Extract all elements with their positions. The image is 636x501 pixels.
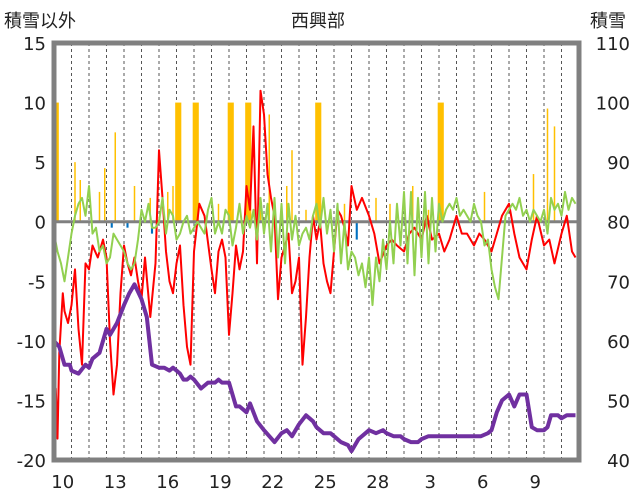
purple-line xyxy=(52,282,576,454)
orange-bar xyxy=(286,185,288,222)
x-tick-label: 25 xyxy=(314,472,337,493)
left-tick-label: -5 xyxy=(28,272,46,293)
left-tick-label: 0 xyxy=(35,213,46,234)
x-tick-label: 10 xyxy=(51,472,74,493)
left-axis-label: 積雪以外 xyxy=(4,11,76,32)
plot-frame xyxy=(51,40,582,463)
orange-bar xyxy=(291,150,293,222)
orange-bar xyxy=(167,191,169,222)
right-tick-label: 100 xyxy=(596,94,630,115)
right-tick-label: 40 xyxy=(607,451,630,472)
right-axis: 40 50 60 70 80 90 100 110 xyxy=(596,34,630,472)
right-tick-label: 110 xyxy=(596,34,630,55)
x-tick-label: 28 xyxy=(366,472,389,493)
x-tick-label: 6 xyxy=(477,472,488,493)
x-tick-label: 3 xyxy=(425,472,436,493)
left-tick-label: -10 xyxy=(17,332,46,353)
chart-marks xyxy=(52,89,579,454)
x-tick-label: 16 xyxy=(156,472,179,493)
orange-bar xyxy=(343,203,346,222)
orange-bar xyxy=(389,203,391,222)
orange-bar xyxy=(217,203,220,222)
orange-bar xyxy=(437,102,444,222)
orange-bar xyxy=(175,102,182,222)
green-line xyxy=(53,185,577,307)
blue-bar xyxy=(126,221,129,228)
orange-bar xyxy=(315,102,322,222)
right-tick-label: 60 xyxy=(607,332,630,353)
orange-bar xyxy=(427,209,430,222)
left-tick-label: -15 xyxy=(17,391,46,412)
left-tick-label: 5 xyxy=(35,153,46,174)
orange-bar xyxy=(305,209,307,222)
x-axis: 10 13 16 19 22 25 28 3 6 9 xyxy=(51,472,541,493)
red-line xyxy=(53,89,577,440)
left-tick-label: -20 xyxy=(17,451,46,472)
left-tick-label: 10 xyxy=(23,94,46,115)
right-tick-label: 80 xyxy=(607,213,630,234)
orange-bar xyxy=(114,132,116,222)
orange-bar xyxy=(172,185,174,222)
orange-bar xyxy=(192,102,199,222)
left-tick-label: 15 xyxy=(23,34,46,55)
orange-bar xyxy=(412,185,414,222)
orange-bar xyxy=(546,108,549,222)
orange-bar xyxy=(104,168,106,222)
orange-bar xyxy=(268,114,270,222)
chart-title: 西興部 xyxy=(291,11,345,32)
right-tick-label: 70 xyxy=(607,272,630,293)
orange-bar xyxy=(74,162,76,222)
orange-bar xyxy=(532,174,535,222)
orange-bar xyxy=(375,197,377,222)
orange-bar xyxy=(553,126,556,222)
orange-bar xyxy=(133,185,136,222)
x-tick-label: 19 xyxy=(209,472,232,493)
orange-bar xyxy=(483,191,486,222)
orange-bar xyxy=(98,191,101,222)
blue-bar xyxy=(110,221,113,228)
right-tick-label: 90 xyxy=(607,153,630,174)
orange-bar xyxy=(245,102,252,222)
left-axis: -20 -15 -10 -5 0 5 10 15 xyxy=(17,34,46,472)
x-tick-label: 13 xyxy=(104,472,127,493)
orange-bar xyxy=(259,209,262,222)
x-tick-label: 9 xyxy=(530,472,541,493)
x-tick-label: 22 xyxy=(261,472,284,493)
right-tick-label: 50 xyxy=(607,391,630,412)
right-axis-label: 積雪 xyxy=(590,11,626,32)
blue-bar xyxy=(355,221,358,240)
orange-bar xyxy=(227,102,234,222)
